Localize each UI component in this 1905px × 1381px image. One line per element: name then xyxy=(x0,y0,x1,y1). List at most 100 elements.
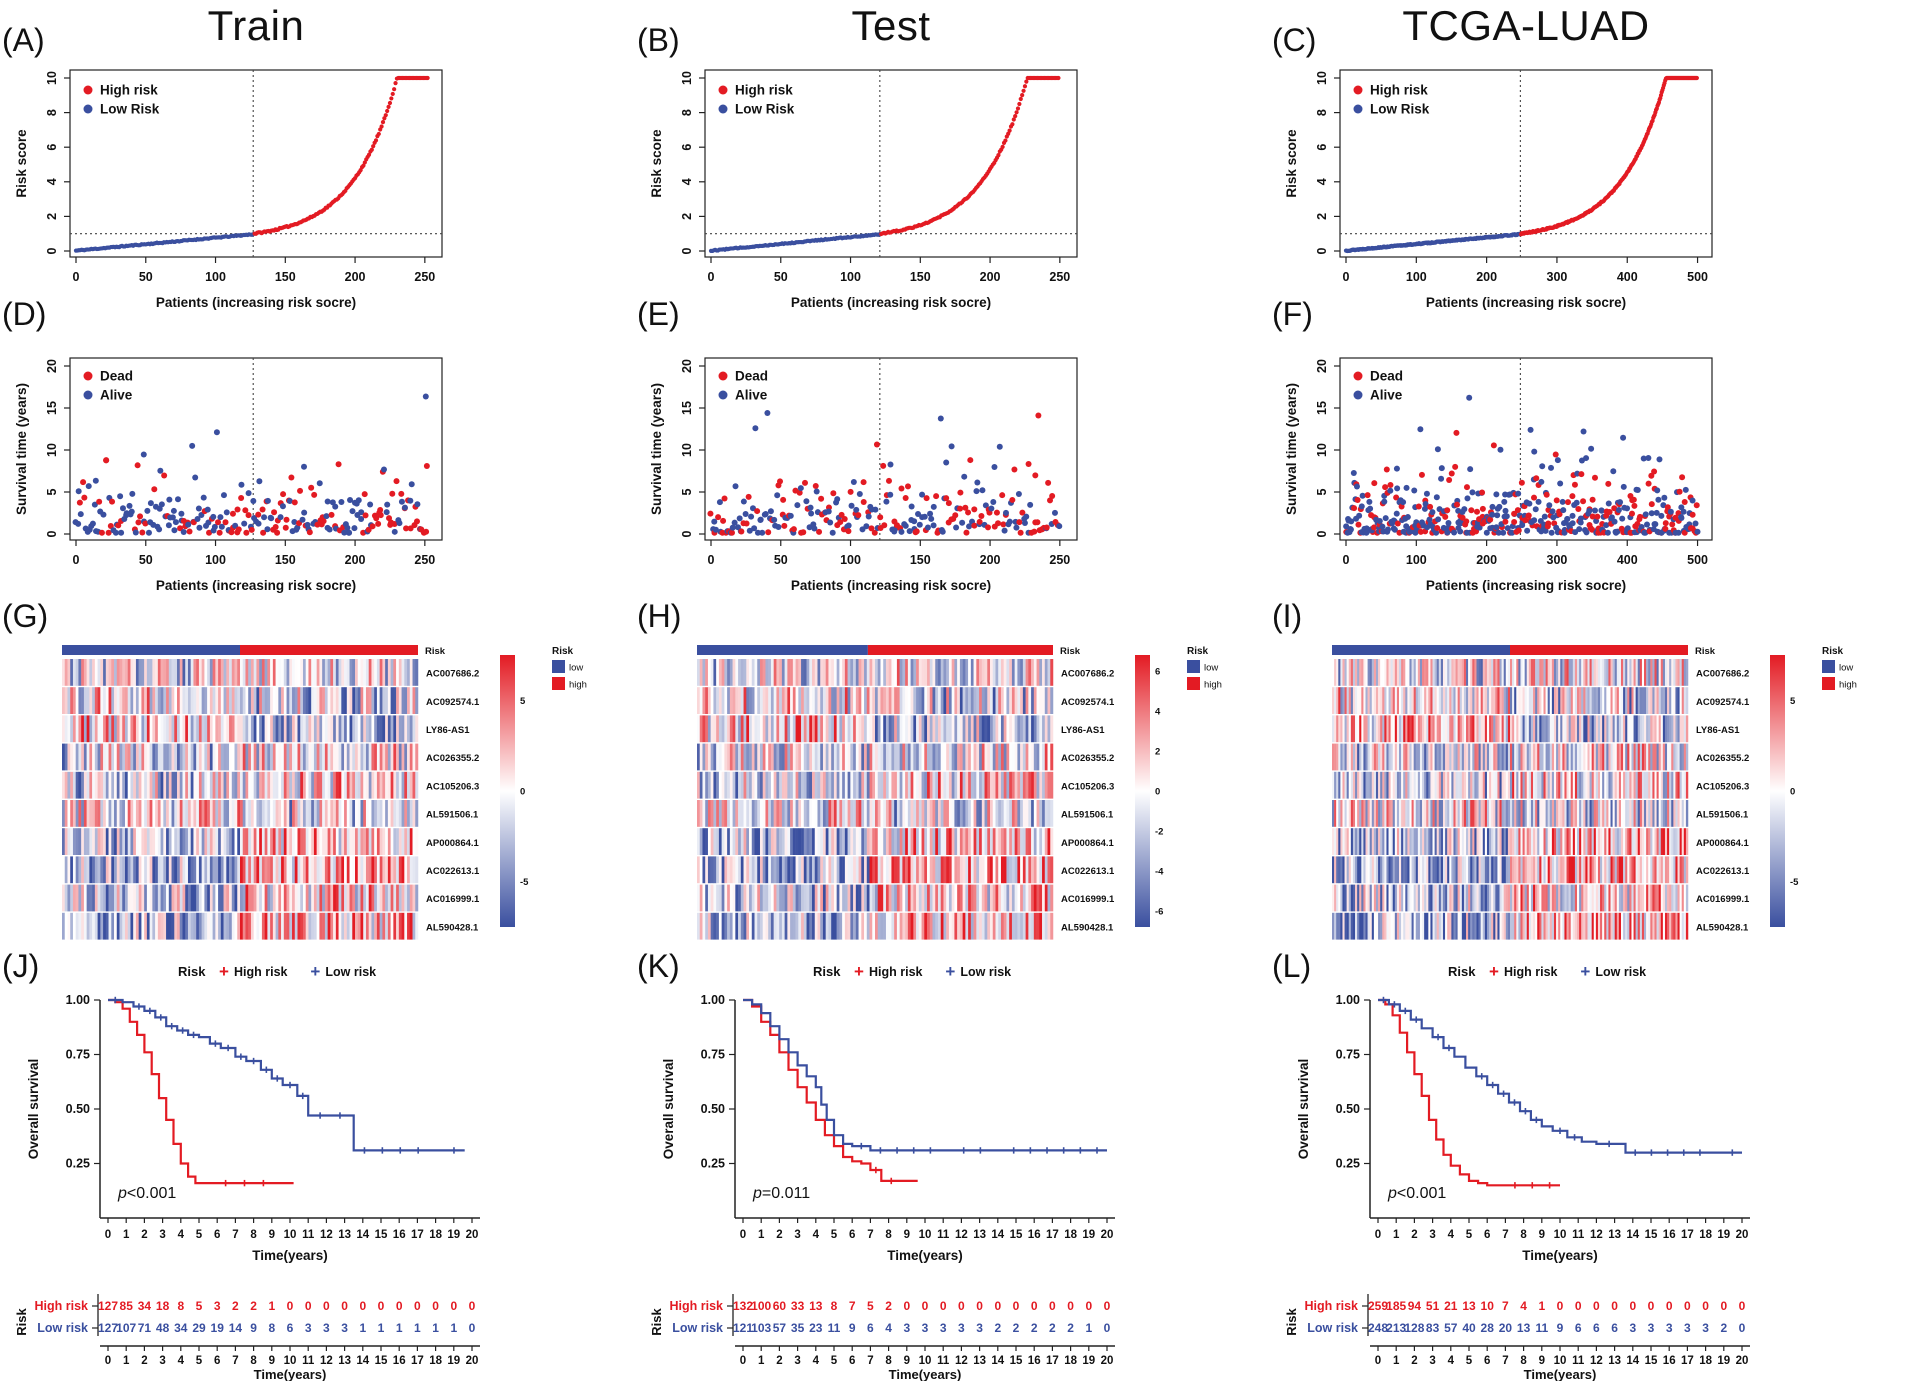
at-risk-count: 11 xyxy=(828,1321,841,1335)
cell xyxy=(973,771,977,799)
cell xyxy=(382,743,386,771)
cell xyxy=(814,800,818,827)
survival-points xyxy=(72,393,430,536)
cell xyxy=(976,687,980,714)
legend-label: Low risk xyxy=(325,965,376,979)
cell xyxy=(781,687,785,714)
cell xyxy=(116,743,120,771)
point xyxy=(98,529,105,536)
cell xyxy=(261,856,265,884)
y-tick-label: 0.25 xyxy=(66,1157,90,1171)
cell xyxy=(754,687,758,714)
cell xyxy=(877,828,881,855)
cell xyxy=(979,912,983,940)
cell xyxy=(283,800,287,827)
point xyxy=(1049,492,1056,499)
cell xyxy=(888,800,892,827)
at-risk-count: 34 xyxy=(174,1321,188,1335)
cell xyxy=(231,715,235,743)
point xyxy=(1394,520,1401,527)
cell xyxy=(330,828,334,855)
y-tick-label: 15 xyxy=(680,401,694,415)
point xyxy=(759,529,766,536)
cell xyxy=(390,659,394,686)
cell xyxy=(365,743,369,771)
cell xyxy=(732,856,736,884)
cell xyxy=(62,659,65,686)
cell xyxy=(124,659,128,686)
point xyxy=(401,504,408,511)
cell xyxy=(924,912,928,940)
x-tick-label: 6 xyxy=(849,1229,855,1241)
cell xyxy=(697,800,700,827)
cell xyxy=(363,743,367,771)
point xyxy=(423,528,430,535)
point xyxy=(1479,489,1486,496)
cell xyxy=(226,800,230,827)
cell xyxy=(754,743,758,771)
cell xyxy=(355,687,359,714)
cell xyxy=(311,687,315,714)
cell xyxy=(344,856,348,884)
point xyxy=(797,485,804,492)
x-tick-label: 16 xyxy=(393,1229,406,1241)
cell xyxy=(144,771,148,799)
cell xyxy=(820,715,824,743)
cell xyxy=(382,856,386,884)
cell xyxy=(70,687,74,714)
at-risk-count: 2 xyxy=(1049,1321,1056,1335)
cell xyxy=(1044,884,1048,912)
cell xyxy=(836,687,840,714)
cell xyxy=(127,743,131,771)
cell xyxy=(100,771,104,799)
cell xyxy=(1009,856,1013,884)
cell xyxy=(86,743,90,771)
at-risk-count: 103 xyxy=(751,1321,771,1335)
cell xyxy=(992,715,996,743)
cell xyxy=(913,856,917,884)
cell xyxy=(319,659,323,686)
cell xyxy=(1050,715,1054,743)
cell xyxy=(324,800,328,827)
cell xyxy=(346,659,350,686)
cell xyxy=(817,884,821,912)
cell xyxy=(735,856,739,884)
point xyxy=(720,517,727,524)
cell xyxy=(751,856,755,884)
cell xyxy=(177,912,181,940)
cell xyxy=(105,743,109,771)
cell xyxy=(754,771,758,799)
cell xyxy=(248,800,252,827)
cell xyxy=(78,743,82,771)
at-risk-count: 1 xyxy=(396,1321,403,1335)
point xyxy=(390,91,395,97)
cell xyxy=(138,771,142,799)
cell xyxy=(94,743,98,771)
cell xyxy=(190,912,194,940)
cell xyxy=(108,771,112,799)
cell xyxy=(875,800,878,827)
legend-dot xyxy=(718,390,728,400)
cell xyxy=(957,828,961,855)
cell xyxy=(943,771,947,799)
cell xyxy=(344,715,348,743)
cell xyxy=(1042,771,1046,799)
point xyxy=(985,524,992,531)
cell xyxy=(64,743,68,771)
cell xyxy=(801,659,805,686)
cell xyxy=(864,828,868,855)
cell xyxy=(894,828,898,855)
cell xyxy=(302,659,306,686)
point xyxy=(916,521,923,528)
at-risk-count: 5 xyxy=(196,1299,203,1313)
point xyxy=(1381,498,1388,505)
at-risk-count: 0 xyxy=(287,1299,294,1313)
cell xyxy=(902,743,906,771)
cell xyxy=(185,856,189,884)
cell xyxy=(768,743,772,771)
x-tick-label: 100 xyxy=(205,553,226,567)
cell xyxy=(831,743,835,771)
cell xyxy=(1000,800,1004,827)
cell xyxy=(70,771,74,799)
